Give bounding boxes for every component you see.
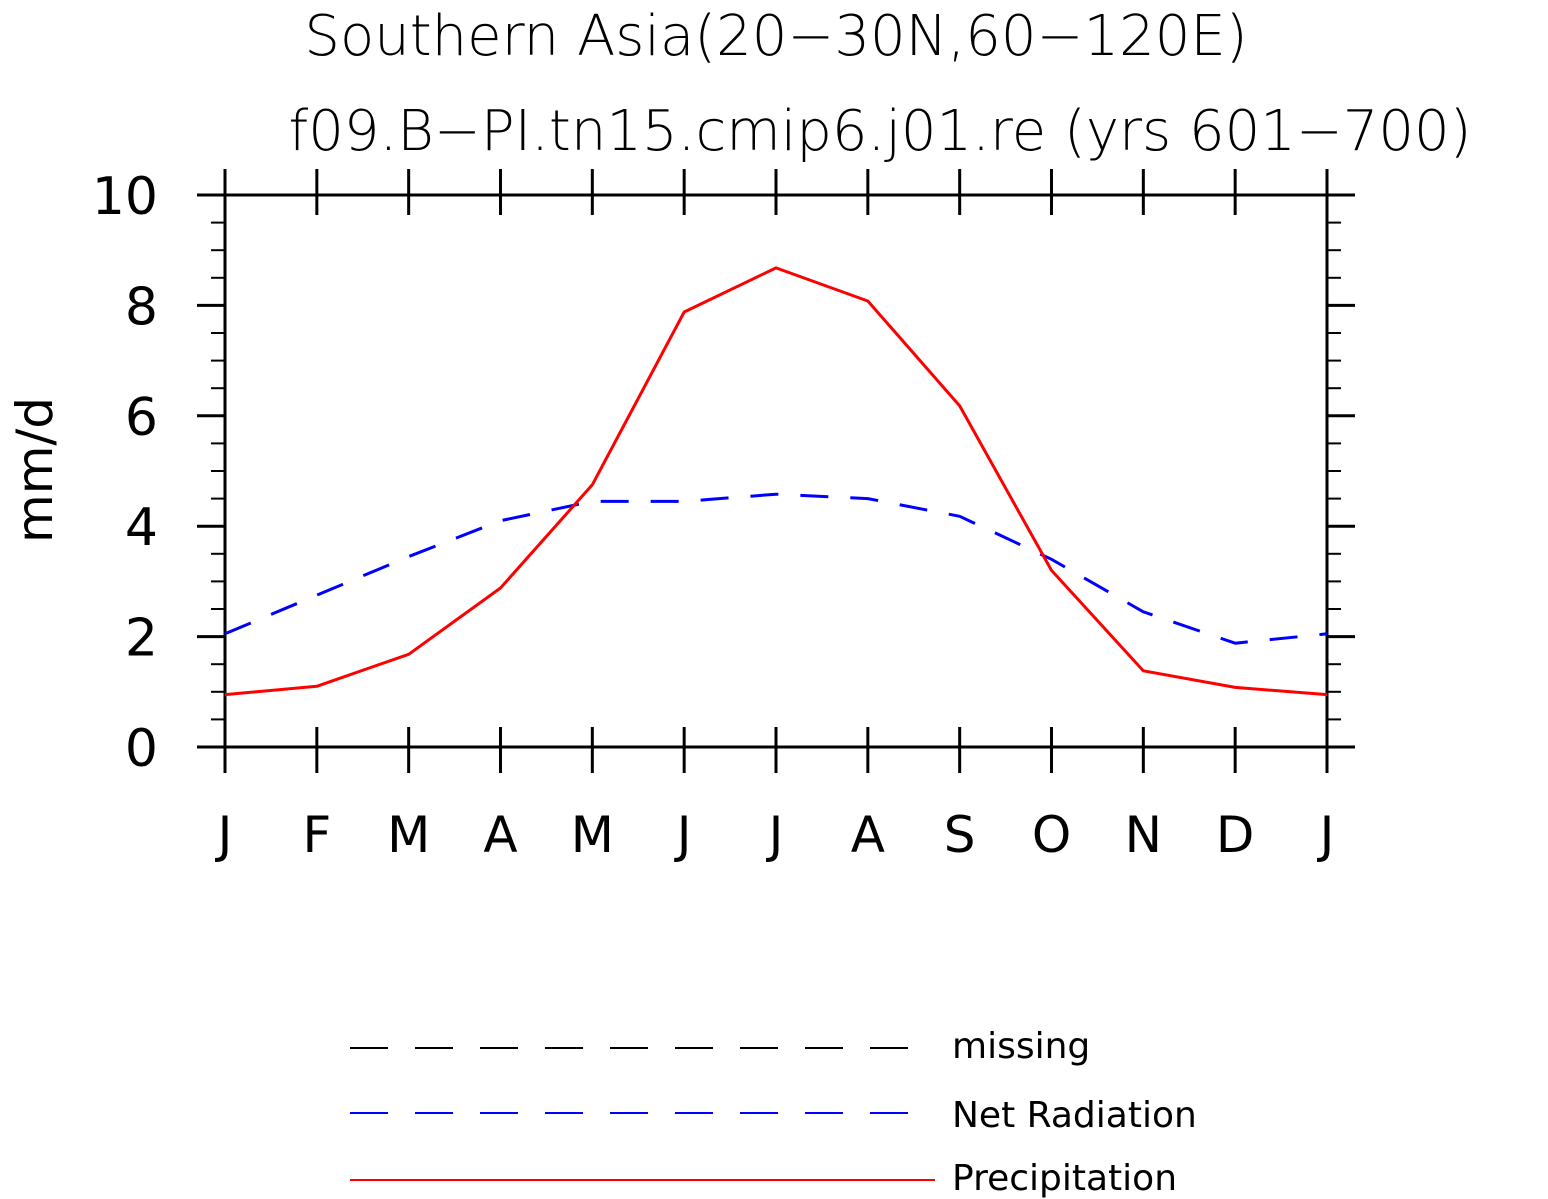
legend: missing Net Radiation Precipitation [350, 1026, 1197, 1199]
x-tick-label: J [766, 806, 784, 864]
series-line-net-radiation [224, 492, 1328, 645]
x-tick-label: D [1216, 806, 1255, 864]
x-tick-label: S [944, 806, 976, 864]
chart-title: Southern Asia(20−30N,60−120E) [304, 4, 1247, 69]
y-tick-labels: 0 2 4 6 8 10 [92, 167, 158, 779]
axis-ticks [197, 169, 1355, 773]
x-tick-label: J [1317, 806, 1335, 864]
y-tick-label: 2 [125, 609, 158, 669]
y-axis-label: mm/d [6, 397, 64, 543]
x-tick-label: N [1125, 806, 1162, 864]
series-line-precipitation [224, 266, 1328, 697]
x-tick-label: M [571, 806, 614, 864]
x-tick-label: O [1032, 806, 1071, 864]
plot-frame [223, 193, 1329, 749]
chart-subtitle: f09.B−PI.tn15.cmip6.j01.re (yrs 601−700) [288, 99, 1471, 164]
y-tick-label: 6 [125, 388, 158, 448]
y-tick-label: 4 [125, 498, 158, 558]
y-tick-label: 8 [125, 277, 158, 337]
x-tick-label: J [215, 806, 233, 864]
series-lines [224, 266, 1328, 697]
x-tick-label: M [387, 806, 430, 864]
x-tick-label: A [851, 806, 885, 864]
legend-label-missing: missing [952, 1026, 1090, 1067]
legend-label-precipitation: Precipitation [952, 1158, 1177, 1199]
legend-label-net-radiation: Net Radiation [952, 1095, 1197, 1136]
x-tick-label: A [483, 806, 517, 864]
y-tick-label: 10 [92, 167, 158, 227]
y-tick-label: 0 [125, 719, 158, 779]
x-tick-label: F [302, 806, 331, 864]
x-tick-label: J [674, 806, 692, 864]
